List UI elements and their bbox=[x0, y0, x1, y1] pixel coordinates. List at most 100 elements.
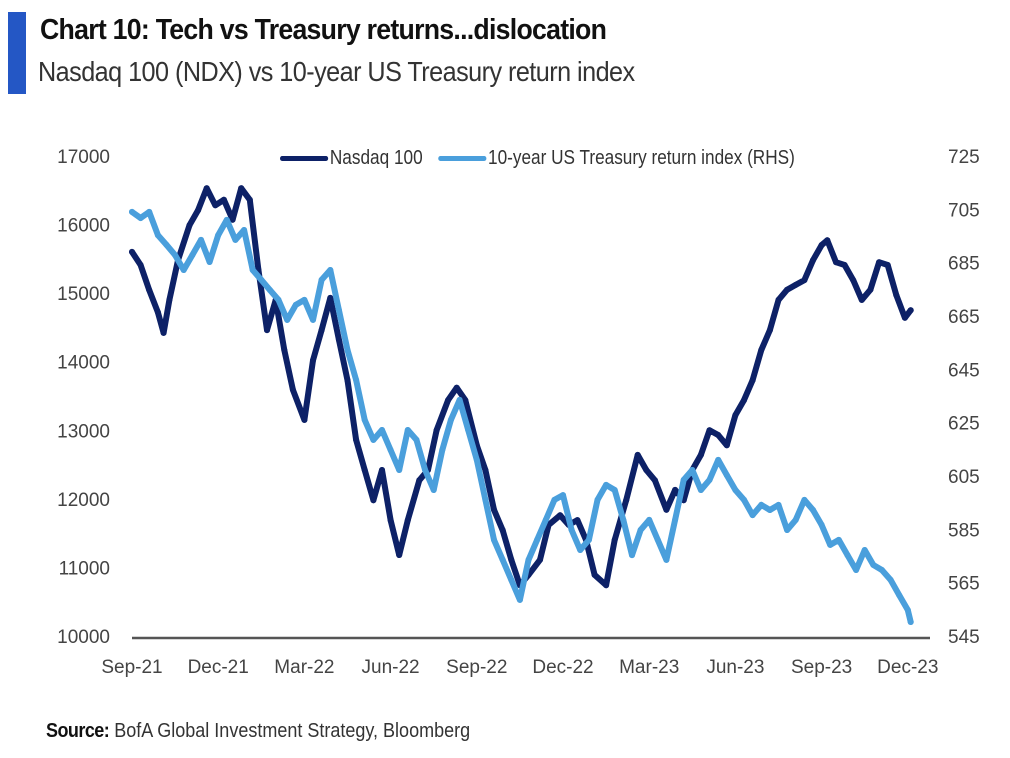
nasdaq-data-point bbox=[160, 329, 167, 336]
treasury-data-point bbox=[361, 416, 368, 423]
nasdaq-data-point bbox=[370, 497, 377, 504]
nasdaq-data-point bbox=[387, 517, 394, 524]
treasury-data-point bbox=[387, 447, 394, 453]
nasdaq-data-point bbox=[137, 262, 144, 268]
nasdaq-data-point bbox=[732, 412, 739, 419]
nasdaq-data-point bbox=[537, 556, 543, 563]
nasdaq-data-point bbox=[281, 347, 288, 353]
x-axis-tick-label: Sep-23 bbox=[791, 657, 852, 678]
nasdaq-data-point bbox=[775, 296, 782, 303]
treasury-data-point bbox=[241, 227, 248, 233]
treasury-data-point bbox=[206, 259, 213, 265]
nasdaq-data-point bbox=[867, 286, 874, 293]
legend-label-treasury: 10-year US Treasury return index (RHS) bbox=[488, 146, 795, 169]
treasury-data-point bbox=[292, 301, 299, 308]
nasdaq-data-point bbox=[818, 242, 825, 249]
treasury-data-point bbox=[620, 516, 627, 523]
nasdaq-data-point bbox=[195, 207, 202, 214]
treasury-data-point bbox=[594, 496, 601, 503]
treasury-data-point bbox=[629, 552, 635, 559]
left-axis-ticks: 17000 16000 15000 14000 13000 12000 11000 10000 bbox=[57, 147, 110, 648]
treasury-data-point bbox=[396, 467, 403, 473]
legend-swatch-nasdaq bbox=[280, 155, 329, 161]
nasdaq-data-point bbox=[166, 296, 173, 303]
source-note: Source: BofA Global Investment Strategy,… bbox=[46, 720, 470, 743]
treasury-data-point bbox=[706, 476, 713, 483]
treasury-data-point bbox=[499, 556, 506, 563]
treasury-data-point bbox=[258, 276, 265, 283]
legend-swatch-treasury bbox=[438, 155, 487, 161]
treasury-data-point bbox=[370, 436, 377, 443]
treasury-data-point bbox=[896, 592, 903, 599]
treasury-data-point bbox=[611, 487, 618, 493]
treasury-data-point bbox=[413, 436, 420, 443]
nasdaq-data-point bbox=[154, 309, 161, 316]
treasury-data-point bbox=[741, 496, 747, 503]
treasury-data-point bbox=[525, 556, 532, 563]
treasury-data-point bbox=[646, 516, 653, 523]
treasury-data-point bbox=[327, 267, 334, 273]
nasdaq-data-point bbox=[264, 327, 270, 334]
treasury-data-point bbox=[422, 467, 429, 473]
nasdaq-data-point bbox=[203, 185, 210, 192]
nasdaq-data-point bbox=[289, 386, 296, 393]
nasdaq-data-point bbox=[841, 262, 848, 268]
legend: Nasdaq 100 10-year US Treasury return in… bbox=[280, 145, 795, 171]
legend-label-nasdaq: Nasdaq 100 bbox=[329, 146, 423, 169]
right-axis-tick-label: 625 bbox=[948, 414, 980, 435]
nasdaq-data-point bbox=[574, 517, 581, 524]
chart-title: Chart 10: Tech vs Treasury returns...dis… bbox=[40, 14, 607, 46]
treasury-data-point bbox=[335, 307, 342, 313]
series-layer bbox=[129, 185, 914, 625]
source-text: BofA Global Investment Strategy, Bloombe… bbox=[114, 720, 471, 742]
treasury-data-point bbox=[154, 232, 161, 239]
treasury-data-point bbox=[603, 481, 610, 488]
left-axis-tick-label: 15000 bbox=[57, 284, 110, 305]
nasdaq-data-point bbox=[310, 357, 316, 364]
nasdaq-data-point bbox=[715, 432, 722, 438]
nasdaq-data-point bbox=[404, 517, 411, 524]
x-axis-tick-label: Jun-22 bbox=[362, 657, 420, 678]
x-axis-tick-label: Mar-23 bbox=[619, 657, 679, 678]
treasury-data-point bbox=[344, 347, 351, 353]
treasury-data-point bbox=[534, 536, 541, 543]
treasury-data-point bbox=[223, 216, 230, 223]
treasury-data-point bbox=[404, 427, 411, 433]
treasury-data-point bbox=[835, 536, 842, 543]
nasdaq-data-point bbox=[663, 506, 670, 513]
treasury-data-point bbox=[801, 496, 808, 503]
nasdaq-data-point bbox=[453, 384, 460, 391]
treasury-data-point bbox=[870, 561, 877, 568]
right-axis-tick-label: 645 bbox=[948, 360, 980, 381]
treasury-data-point bbox=[749, 512, 756, 519]
right-axis-tick-label: 685 bbox=[948, 254, 980, 275]
treasury-data-point bbox=[249, 267, 256, 273]
nasdaq-data-point bbox=[884, 262, 891, 268]
treasury-data-point bbox=[844, 552, 851, 559]
series-line-treasury-index bbox=[129, 208, 914, 625]
nasdaq-data-point bbox=[723, 442, 730, 449]
right-axis-tick-label: 585 bbox=[948, 520, 980, 541]
nasdaq-data-point bbox=[396, 552, 403, 558]
treasury-data-point bbox=[680, 476, 687, 483]
treasury-data-point bbox=[137, 215, 144, 221]
treasury-data-point bbox=[491, 536, 497, 543]
x-axis-tick-label: Dec-21 bbox=[188, 657, 249, 678]
nasdaq-data-point bbox=[749, 377, 756, 384]
nasdaq-data-point bbox=[129, 248, 135, 255]
treasury-data-point bbox=[318, 276, 325, 283]
treasury-data-point bbox=[284, 316, 291, 323]
treasury-data-point bbox=[551, 496, 558, 503]
nasdaq-data-point bbox=[766, 327, 773, 334]
nasdaq-data-point bbox=[301, 416, 308, 423]
nasdaq-data-point bbox=[379, 467, 385, 473]
treasury-data-point bbox=[827, 541, 834, 548]
treasury-data-point bbox=[189, 252, 196, 259]
right-axis-tick-label: 665 bbox=[948, 307, 980, 328]
nasdaq-data-point bbox=[416, 477, 423, 484]
treasury-data-point bbox=[878, 567, 885, 573]
x-axis-tick-label: Dec-23 bbox=[877, 657, 938, 678]
legend-item-treasury: 10-year US Treasury return index (RHS) bbox=[438, 147, 795, 170]
nasdaq-data-point bbox=[850, 277, 857, 284]
nasdaq-data-point bbox=[758, 347, 765, 353]
